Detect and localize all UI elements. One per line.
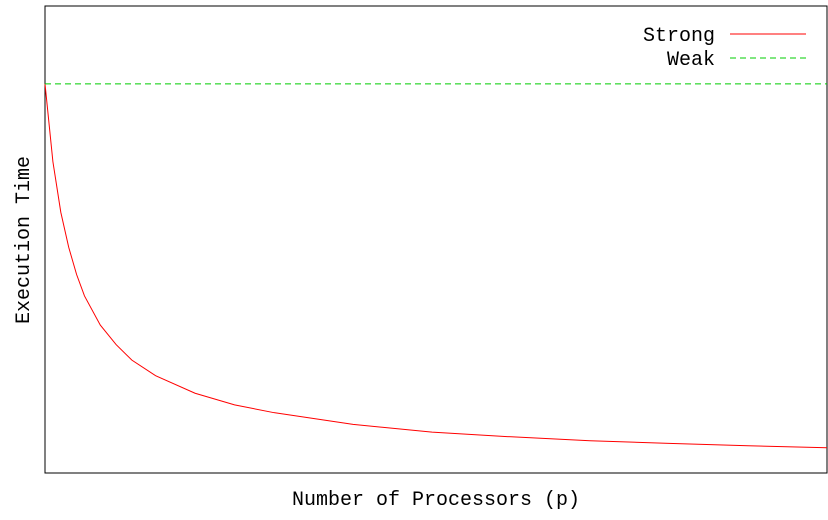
y-axis-label: Execution Time [13,156,36,324]
plot-frame [44,5,828,474]
legend-label-weak: Weak [667,49,715,72]
series-layer [44,83,828,449]
legend-label-strong: Strong [643,25,715,48]
x-axis-label: Number of Processors (p) [292,489,580,512]
legend: Strong Weak [643,25,806,72]
series-line-strong [44,83,828,449]
